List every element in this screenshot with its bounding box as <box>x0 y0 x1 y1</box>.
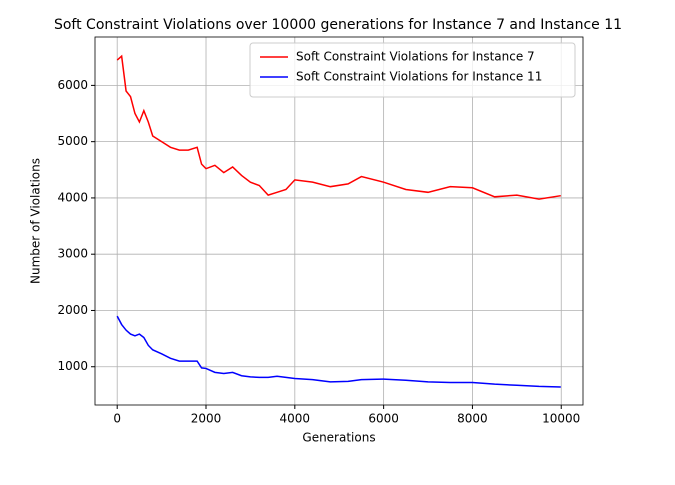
y-tick-label: 2000 <box>57 303 88 317</box>
x-tick-label: 6000 <box>368 412 399 426</box>
y-axis-label: Number of Violations <box>29 158 43 284</box>
x-axis-label: Generations <box>302 431 375 445</box>
legend-label: Soft Constraint Violations for Instance … <box>296 50 535 64</box>
x-tick-label: 10000 <box>542 412 580 426</box>
y-tick-label: 5000 <box>57 134 88 148</box>
plot-frame <box>94 36 584 406</box>
y-tick-label: 1000 <box>57 359 88 373</box>
chart-title: Soft Constraint Violations over 10000 ge… <box>54 17 622 33</box>
y-tick-label: 4000 <box>57 190 88 204</box>
legend-box <box>249 42 576 98</box>
x-tick-label: 8000 <box>457 412 488 426</box>
y-tick-label: 3000 <box>57 247 88 261</box>
legend-label: Soft Constraint Violations for Instance … <box>296 70 542 84</box>
x-tick-label: 2000 <box>191 412 222 426</box>
x-tick-label: 4000 <box>280 412 311 426</box>
x-tick-label: 0 <box>113 412 121 426</box>
y-tick-label: 6000 <box>57 78 88 92</box>
data-line <box>116 54 561 200</box>
data-line <box>116 315 561 388</box>
